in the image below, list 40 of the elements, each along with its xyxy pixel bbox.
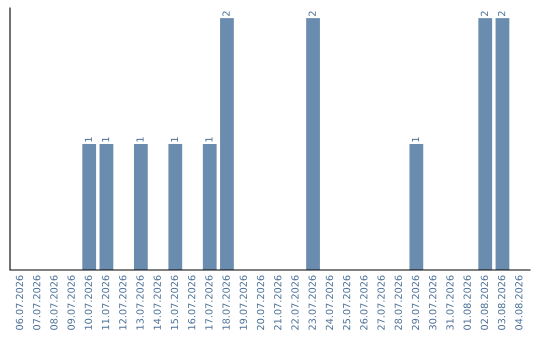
x-tick-label: 13.07.2026 — [136, 275, 144, 330]
x-tick-label: 12.07.2026 — [119, 275, 126, 330]
x-tick-label: 08.07.2026 — [50, 275, 58, 330]
x-tick-label: 20.07.2026 — [256, 275, 264, 330]
x-tick-label: 27.07.2026 — [377, 275, 385, 330]
data-label: 1 — [136, 137, 144, 142]
x-tick-label: 29.07.2026 — [412, 275, 420, 330]
x-tick-label: 19.07.2026 — [240, 275, 247, 330]
x-tick-label: 07.07.2026 — [33, 275, 40, 330]
x-tick-label: 24.07.2026 — [326, 275, 334, 330]
x-tick-label: 23.07.2026 — [308, 275, 316, 330]
x-tick-label: 10.07.2026 — [84, 275, 92, 330]
data-label: 1 — [84, 137, 92, 142]
data-label: 2 — [222, 11, 230, 16]
x-tick-label: 11.07.2026 — [102, 275, 110, 330]
x-tick-label: 25.07.2026 — [342, 275, 350, 330]
x-tick-label: 18.07.2026 — [222, 275, 230, 330]
x-tick-label: 28.07.2026 — [394, 275, 402, 330]
x-tick-label: 03.08.2026 — [498, 275, 506, 330]
x-tick-label: 06.07.2026 — [16, 275, 24, 330]
x-tick-label: 09.07.2026 — [67, 275, 75, 330]
x-tick-label: 21.07.2026 — [274, 275, 282, 330]
x-tick-label: 30.07.2026 — [429, 275, 436, 330]
data-label: 1 — [205, 137, 212, 142]
data-label: 1 — [170, 137, 178, 142]
x-tick-label: 31.07.2026 — [446, 275, 454, 330]
x-tick-label: 02.08.2026 — [480, 275, 488, 330]
data-label: 2 — [480, 11, 488, 16]
x-tick-label: 22.07.2026 — [291, 275, 299, 330]
data-label: 2 — [498, 11, 506, 16]
x-tick-label: 26.07.2026 — [360, 275, 368, 330]
x-tick-label: 04.08.2026 — [515, 275, 522, 330]
data-label: 1 — [412, 137, 420, 142]
x-tick-label: 15.07.2026 — [170, 275, 178, 330]
x-tick-label: 16.07.2026 — [188, 275, 196, 330]
x-tick-label: 01.08.2026 — [463, 275, 471, 330]
x-tick-label: 14.07.2026 — [154, 275, 161, 330]
x-tick-label: 17.07.2026 — [205, 275, 213, 330]
data-label: 2 — [308, 11, 316, 16]
data-label: 1 — [102, 137, 110, 142]
